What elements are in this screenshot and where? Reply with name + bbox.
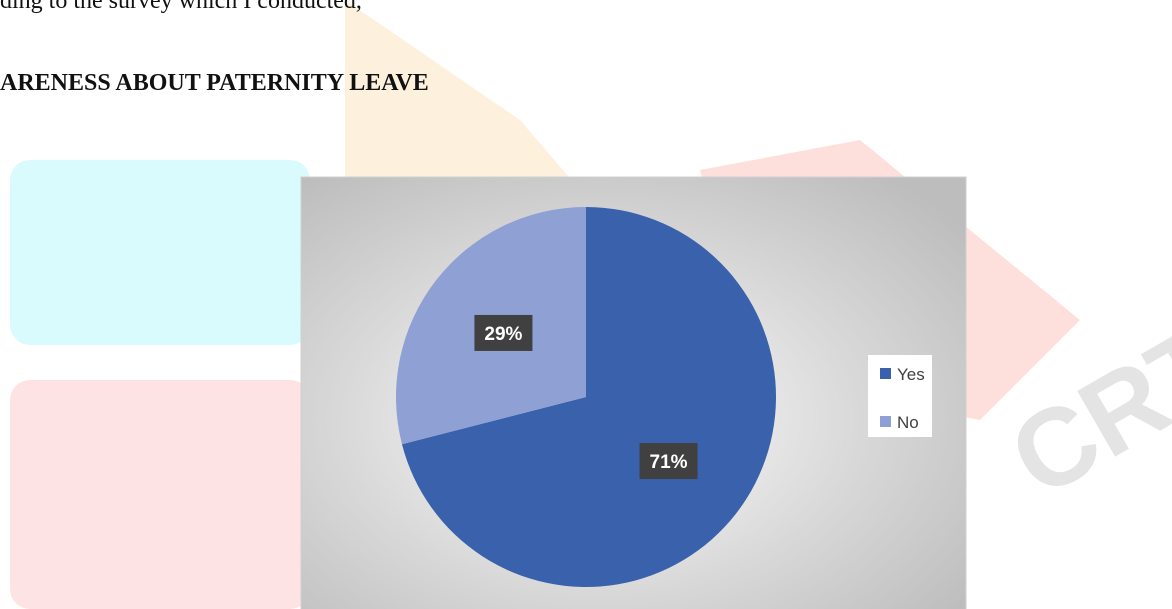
data-label: 71% (650, 452, 688, 473)
legend-swatch (880, 368, 891, 379)
chart: 71% 29% Yes No (0, 0, 1172, 609)
legend-label: Yes (897, 365, 925, 384)
data-label: 29% (484, 324, 522, 345)
legend-label: No (897, 413, 919, 432)
page: CRT ding to the survey which I conducted… (0, 0, 1172, 609)
legend-swatch (880, 416, 891, 427)
